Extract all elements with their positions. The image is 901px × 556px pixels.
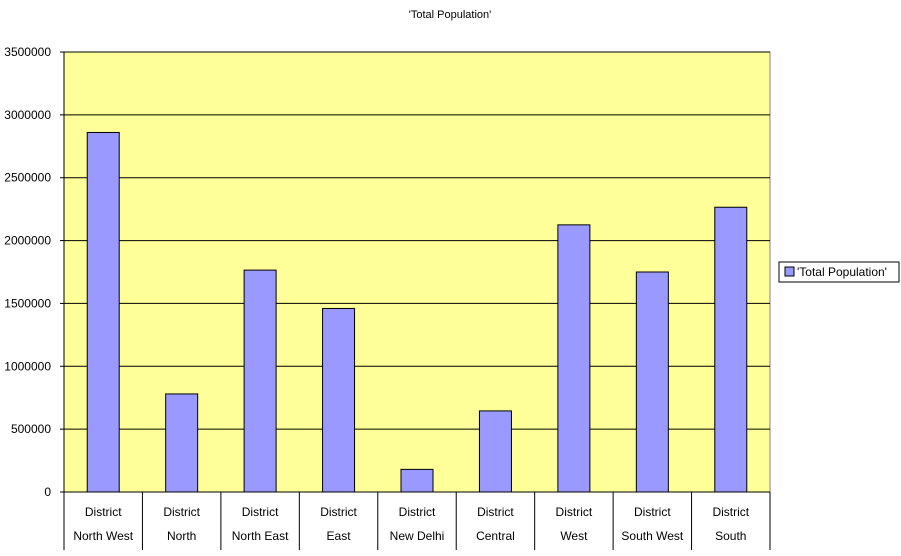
category-label: District [163,505,200,519]
y-tick-label: 1500000 [4,296,51,310]
category-label: New Delhi [390,529,445,543]
category-label: South West [621,529,683,543]
y-axis: 0 500000 1000000 1500000 2000000 2500000 30000… [4,45,65,499]
category-label: District [85,505,122,519]
category-label: North East [232,529,289,543]
legend-label: 'Total Population' [797,265,887,279]
legend: 'Total Population' [778,261,900,283]
x-axis: District North West District North District N… [63,491,771,550]
category-label: District [399,505,436,519]
bar [557,224,591,493]
category-label: Central [476,529,515,543]
y-tick-label: 3500000 [4,45,51,59]
bar [322,307,356,493]
bar [714,206,748,493]
legend-swatch [784,266,795,277]
category-label: South [715,529,746,543]
category-label: North West [73,529,133,543]
y-tick-label: 3000000 [4,108,51,122]
y-tick-label: 500000 [11,422,51,436]
category-label: District [556,505,593,519]
y-tick-label: 0 [44,485,51,499]
category-label: District [242,505,279,519]
y-tick-label: 2500000 [4,171,51,185]
category-label: West [560,529,588,543]
bar [243,269,277,493]
bar [478,410,512,493]
category-label: District [712,505,749,519]
bar [400,468,434,493]
category-label: District [320,505,357,519]
bar [635,271,669,493]
category-label: District [477,505,514,519]
bar [86,131,120,493]
category-label: North [167,529,196,543]
y-tick-label: 2000000 [4,234,51,248]
legend-box [778,261,900,283]
chart-title: 'Total Population' [409,9,491,21]
category-label: East [327,529,352,543]
bars [86,131,748,493]
y-tick-label: 1000000 [4,359,51,373]
bar [165,393,199,493]
category-label: District [634,505,671,519]
